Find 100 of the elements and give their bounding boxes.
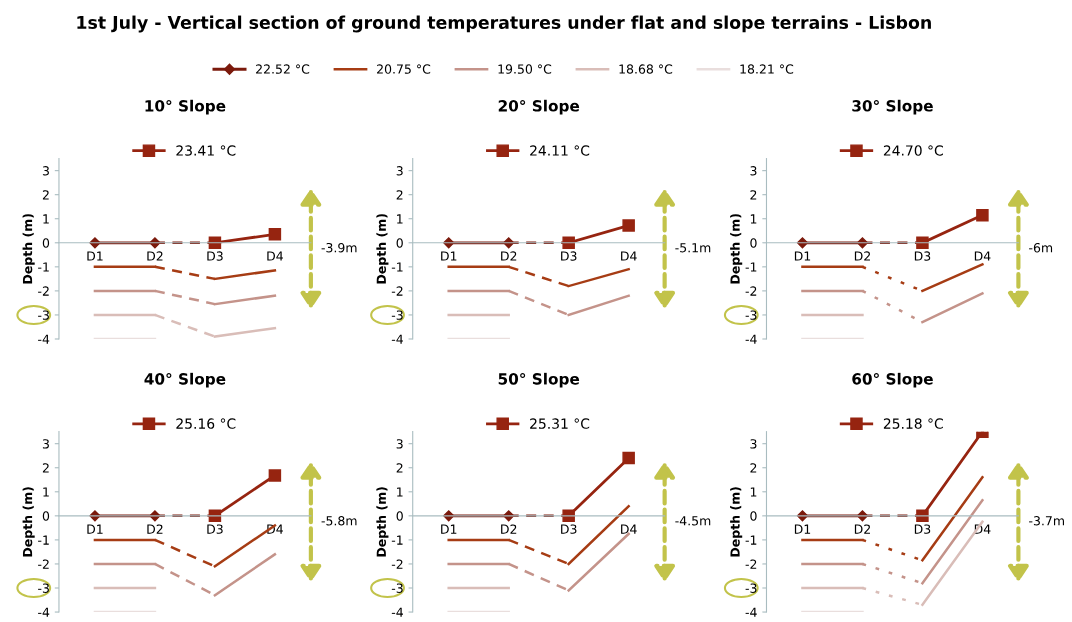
x-tick-label: D4 [621, 524, 637, 534]
y-tick-label: -3 [745, 310, 757, 320]
x-tick-label: D1 [87, 251, 103, 261]
chart-title: 20° Slope [498, 99, 580, 115]
x-tick-label: D2 [147, 251, 163, 261]
x-tick-label: D4 [974, 251, 991, 261]
chart-title: 10° Slope [145, 99, 226, 115]
y-axis-title: Depth (m) [376, 214, 389, 284]
y-tick-label: 1 [43, 487, 49, 497]
y-tick-label: 0 [42, 511, 50, 521]
y-tick-label: 2 [750, 463, 757, 473]
legend-label: 23.41 °C [176, 145, 236, 156]
y-tick-label: -3 [38, 310, 49, 320]
y-axis-title: Depth (m) [22, 487, 35, 557]
y-tick-label: 1 [43, 214, 49, 224]
y-tick-label: 1 [397, 487, 403, 497]
y-tick-label: -3 [391, 583, 403, 593]
x-tick-label: D3 [914, 524, 931, 534]
legend-label: 19.50 °C [498, 64, 552, 74]
y-tick-label: 2 [42, 190, 49, 200]
text: -3.9m [321, 242, 357, 253]
y-tick-label: -2 [745, 286, 757, 296]
y-tick-label: 2 [42, 463, 49, 473]
x-tick-label: D1 [441, 251, 457, 261]
text: -3.7m [1029, 516, 1064, 526]
x-tick-label: D1 [87, 524, 103, 534]
y-tick-label: -2 [391, 559, 403, 569]
y-tick-label: -4 [745, 607, 757, 617]
y-tick-label: -4 [745, 334, 757, 344]
x-tick-label: D3 [914, 251, 931, 261]
y-tick-label: 0 [750, 238, 757, 248]
y-tick-label: 1 [750, 214, 757, 224]
y-tick-label: 2 [396, 463, 403, 473]
x-tick-label: D1 [794, 524, 811, 534]
y-tick-label: 1 [750, 487, 757, 497]
y-tick-label: -4 [38, 607, 50, 617]
y-axis-title: Depth (m) [376, 487, 389, 557]
y-tick-label: -2 [38, 559, 49, 569]
y-tick-label: -2 [745, 559, 757, 569]
y-tick-label: -2 [391, 286, 403, 296]
y-tick-label: -2 [38, 286, 49, 296]
legend-label: 25.18 °C [883, 418, 943, 429]
y-tick-label: -3 [745, 583, 757, 593]
text: -5.1m [675, 243, 711, 253]
y-axis-title: Depth (m) [730, 487, 743, 557]
y-tick-label: 0 [750, 511, 757, 521]
x-tick-label: D3 [561, 251, 577, 261]
chart-title: 30° Slope [852, 99, 933, 115]
y-tick-label: -4 [391, 607, 403, 617]
text: 1st July - Vertical section of ground temperatures under flat and slope terrains - Lisbon [77, 15, 931, 33]
x-tick-label: D2 [854, 524, 870, 534]
x-tick-label: D4 [267, 251, 283, 261]
legend-label: 22.52 °C [256, 64, 310, 74]
x-tick-label: D2 [501, 524, 517, 534]
y-tick-label: 3 [396, 166, 403, 176]
y-tick-label: -1 [38, 262, 49, 272]
legend-label: 25.31 °C [530, 418, 590, 429]
x-tick-label: D1 [441, 524, 457, 534]
y-tick-label: 0 [42, 238, 50, 248]
y-tick-label: 3 [750, 166, 757, 176]
chart-title: 60° Slope [852, 372, 933, 388]
legend-label: 25.16 °C [176, 418, 236, 429]
y-tick-label: -1 [745, 262, 757, 272]
x-tick-label: D1 [794, 251, 811, 261]
y-tick-label: 3 [750, 439, 757, 449]
chart-title: 40° Slope [144, 372, 226, 388]
legend-label: 24.70 °C [883, 145, 943, 156]
text: -6m [1029, 242, 1053, 253]
y-tick-label: 3 [42, 166, 49, 176]
legend-label: 18.21 °C [740, 64, 794, 74]
text: -5.8m [321, 516, 357, 526]
legend-label: 20.75 °C [377, 64, 431, 74]
y-axis-title: Depth (m) [730, 214, 743, 284]
y-tick-label: -3 [391, 310, 403, 320]
x-tick-label: D2 [501, 251, 517, 261]
y-tick-label: -3 [38, 583, 49, 593]
y-axis-title: Depth (m) [22, 214, 35, 284]
y-tick-label: -4 [391, 334, 403, 344]
chart-title: 50° Slope [498, 372, 580, 388]
legend-label: 24.11 °C [530, 145, 590, 156]
text: -4.5m [675, 516, 711, 526]
y-tick-label: 0 [396, 511, 403, 521]
y-tick-label: 3 [396, 439, 403, 449]
x-tick-label: D4 [621, 251, 637, 261]
y-tick-label: -4 [38, 334, 50, 344]
x-tick-label: D2 [854, 251, 870, 261]
x-tick-label: D3 [207, 524, 223, 534]
y-tick-label: -1 [391, 262, 403, 272]
y-tick-label: 3 [42, 439, 49, 449]
y-tick-label: 2 [750, 190, 757, 200]
legend-label: 18.68 °C [619, 64, 673, 74]
x-tick-label: D2 [147, 524, 163, 534]
x-tick-label: D3 [207, 251, 223, 261]
y-tick-label: -1 [38, 535, 49, 545]
y-tick-label: 1 [397, 214, 403, 224]
y-tick-label: 0 [396, 238, 403, 248]
y-tick-label: -1 [745, 535, 757, 545]
y-tick-label: 2 [396, 190, 403, 200]
x-tick-label: D3 [561, 524, 577, 534]
y-tick-label: -1 [391, 535, 403, 545]
